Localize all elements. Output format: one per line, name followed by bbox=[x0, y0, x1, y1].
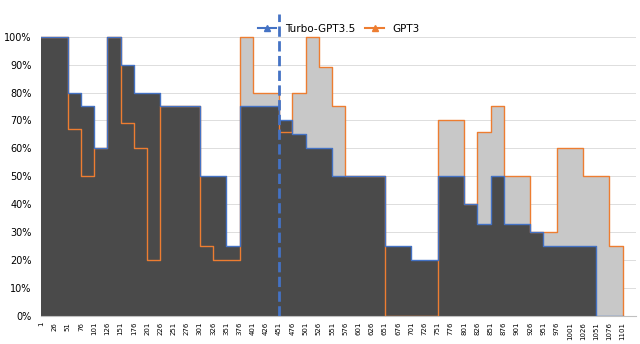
Bar bbox=[596, 176, 609, 315]
Bar bbox=[477, 224, 490, 315]
Bar bbox=[200, 176, 213, 315]
Bar bbox=[319, 67, 332, 148]
Bar bbox=[279, 120, 292, 315]
Bar bbox=[305, 37, 319, 148]
Bar bbox=[266, 93, 279, 107]
Bar bbox=[583, 176, 596, 246]
Bar bbox=[583, 246, 596, 315]
Bar bbox=[239, 107, 253, 315]
Bar bbox=[530, 232, 543, 315]
Bar bbox=[121, 65, 134, 315]
Bar bbox=[490, 107, 504, 176]
Bar bbox=[332, 176, 345, 315]
Bar bbox=[398, 246, 412, 315]
Bar bbox=[517, 224, 530, 315]
Bar bbox=[305, 148, 319, 315]
Bar bbox=[517, 176, 530, 224]
Bar bbox=[213, 176, 227, 315]
Bar bbox=[147, 93, 160, 315]
Bar bbox=[609, 246, 623, 315]
Bar bbox=[451, 176, 464, 315]
Bar bbox=[358, 176, 372, 315]
Bar bbox=[477, 131, 490, 224]
Bar bbox=[543, 246, 557, 315]
Bar bbox=[54, 37, 68, 315]
Bar bbox=[173, 107, 187, 315]
Bar bbox=[385, 246, 398, 315]
Bar bbox=[319, 148, 332, 315]
Bar bbox=[464, 204, 477, 315]
Bar bbox=[557, 246, 570, 315]
Bar bbox=[266, 107, 279, 315]
Bar bbox=[490, 176, 504, 315]
Bar bbox=[438, 120, 451, 176]
Bar bbox=[451, 120, 464, 176]
Bar bbox=[134, 93, 147, 315]
Bar bbox=[557, 148, 570, 246]
Bar bbox=[292, 135, 305, 315]
Bar bbox=[81, 107, 94, 315]
Bar bbox=[108, 37, 121, 315]
Bar bbox=[570, 246, 583, 315]
Bar bbox=[253, 107, 266, 315]
Bar bbox=[160, 107, 173, 315]
Bar bbox=[424, 260, 438, 315]
Bar bbox=[227, 246, 239, 315]
Bar bbox=[42, 37, 54, 315]
Legend: Turbo-GPT3.5, GPT3: Turbo-GPT3.5, GPT3 bbox=[253, 20, 424, 38]
Bar bbox=[68, 93, 81, 315]
Bar bbox=[187, 107, 200, 315]
Bar bbox=[504, 176, 517, 224]
Bar bbox=[570, 148, 583, 246]
Bar bbox=[438, 176, 451, 315]
Bar bbox=[332, 107, 345, 176]
Bar bbox=[412, 260, 424, 315]
Bar bbox=[543, 232, 557, 246]
Bar bbox=[94, 148, 108, 315]
Bar bbox=[253, 93, 266, 107]
Bar bbox=[292, 93, 305, 135]
Bar bbox=[504, 224, 517, 315]
Bar bbox=[372, 176, 385, 315]
Bar bbox=[345, 176, 358, 315]
Bar bbox=[239, 37, 253, 107]
